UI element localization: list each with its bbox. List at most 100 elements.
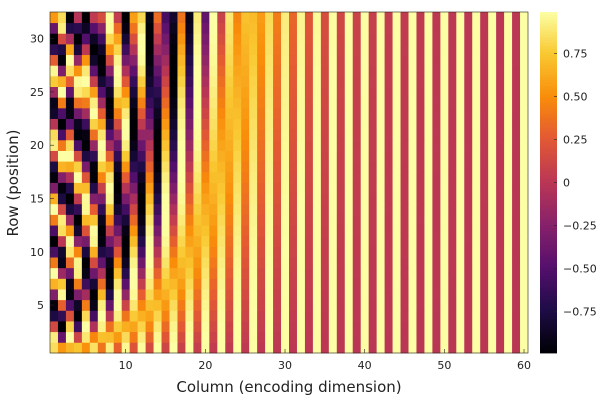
- heatmap-cell: [376, 86, 385, 98]
- heatmap-cell: [113, 267, 123, 279]
- heatmap-cell: [97, 214, 107, 226]
- heatmap-cell: [496, 225, 505, 237]
- heatmap-cell: [209, 321, 218, 333]
- heatmap-cell: [368, 171, 378, 183]
- heatmap-cell: [121, 129, 131, 141]
- heatmap-cell: [209, 107, 218, 119]
- heatmap-cell: [225, 97, 234, 109]
- heatmap-cell: [480, 225, 489, 237]
- heatmap-cell: [289, 118, 298, 130]
- heatmap-cell: [281, 54, 290, 66]
- colorbar-segment: [540, 267, 557, 271]
- heatmap-cell: [472, 22, 481, 34]
- heatmap-cell: [496, 161, 505, 173]
- heatmap-cell: [368, 54, 378, 66]
- heatmap-cell: [440, 139, 449, 151]
- heatmap-cell: [304, 118, 314, 130]
- heatmap-cell: [217, 225, 226, 237]
- heatmap-cell: [241, 54, 250, 66]
- heatmap-cell: [65, 299, 75, 311]
- heatmap-cell: [504, 118, 513, 130]
- heatmap-cell: [57, 267, 67, 279]
- heatmap-cell: [73, 310, 83, 322]
- heatmap-cell: [193, 246, 202, 258]
- colorbar-segment: [540, 29, 557, 33]
- heatmap-cell: [257, 225, 266, 237]
- heatmap-cell: [193, 118, 202, 130]
- heatmap-cell: [81, 150, 91, 162]
- heatmap-cell: [488, 289, 497, 301]
- heatmap-cell: [169, 257, 178, 269]
- heatmap-cell: [352, 203, 362, 215]
- heatmap-cell: [129, 12, 139, 24]
- heatmap-cell: [352, 86, 362, 98]
- heatmap-cell: [304, 235, 314, 247]
- heatmap-cell: [153, 342, 162, 354]
- heatmap-cell: [217, 150, 226, 162]
- heatmap-cell: [448, 278, 457, 290]
- heatmap-cell: [65, 43, 75, 56]
- heatmap-cell: [289, 12, 298, 24]
- heatmap-cell: [161, 214, 170, 226]
- heatmap-cell: [496, 12, 505, 24]
- heatmap-cell: [400, 161, 409, 173]
- heatmap-cell: [384, 331, 393, 343]
- heatmap-cell: [400, 65, 409, 77]
- heatmap-cell: [209, 342, 218, 354]
- heatmap-cell: [336, 321, 346, 333]
- heatmap-cell: [129, 65, 139, 77]
- heatmap-cell: [73, 214, 83, 226]
- heatmap-cell: [472, 171, 481, 183]
- heatmap-cell: [225, 278, 234, 290]
- heatmap-cell: [360, 257, 370, 269]
- heatmap-cell: [312, 161, 322, 173]
- heatmap-cell: [480, 235, 489, 247]
- heatmap-cell: [400, 257, 409, 269]
- heatmap-cell: [400, 43, 409, 56]
- heatmap-cell: [408, 182, 417, 194]
- heatmap-cell: [137, 161, 146, 173]
- heatmap-cell: [448, 257, 457, 269]
- heatmap-cell: [193, 161, 202, 173]
- heatmap-cell: [129, 22, 139, 34]
- heatmap-cell: [416, 289, 425, 301]
- heatmap-cell: [472, 246, 481, 258]
- heatmap-cell: [89, 193, 99, 205]
- heatmap-cell: [225, 86, 234, 98]
- heatmap-cell: [249, 65, 258, 77]
- heatmap-cell: [496, 65, 505, 77]
- heatmap-cell: [57, 342, 67, 354]
- heatmap-cell: [113, 129, 123, 141]
- heatmap-cell: [496, 299, 505, 311]
- heatmap-cell: [520, 12, 529, 24]
- heatmap-cell: [129, 331, 139, 343]
- heatmap-cell: [368, 299, 378, 311]
- heatmap-cell: [105, 193, 115, 205]
- heatmap-cell: [464, 331, 473, 343]
- heatmap-cell: [241, 225, 250, 237]
- colorbar-segment: [540, 105, 557, 110]
- heatmap-cell: [320, 118, 330, 130]
- heatmap-cell: [432, 86, 441, 98]
- heatmap-cell: [352, 22, 362, 34]
- heatmap-cell: [257, 193, 266, 205]
- heatmap-cell: [304, 278, 314, 290]
- heatmap-cell: [249, 289, 258, 301]
- heatmap-cell: [344, 203, 354, 215]
- heatmap-cell: [249, 214, 258, 226]
- heatmap-cell: [312, 150, 322, 162]
- heatmap-cell: [368, 182, 378, 194]
- heatmap-cell: [281, 278, 290, 290]
- heatmap-cell: [113, 118, 123, 130]
- heatmap-cell: [504, 97, 513, 109]
- heatmap-cell: [57, 331, 67, 343]
- heatmap-cell: [328, 214, 338, 226]
- heatmap-cell: [464, 310, 473, 322]
- heatmap-cell: [296, 257, 306, 269]
- colorbar-segment: [540, 139, 557, 144]
- heatmap-cell: [137, 150, 146, 162]
- heatmap-cell: [265, 182, 274, 194]
- heatmap-cell: [296, 12, 306, 24]
- heatmap-cell: [400, 182, 409, 194]
- heatmap-cell: [448, 161, 457, 173]
